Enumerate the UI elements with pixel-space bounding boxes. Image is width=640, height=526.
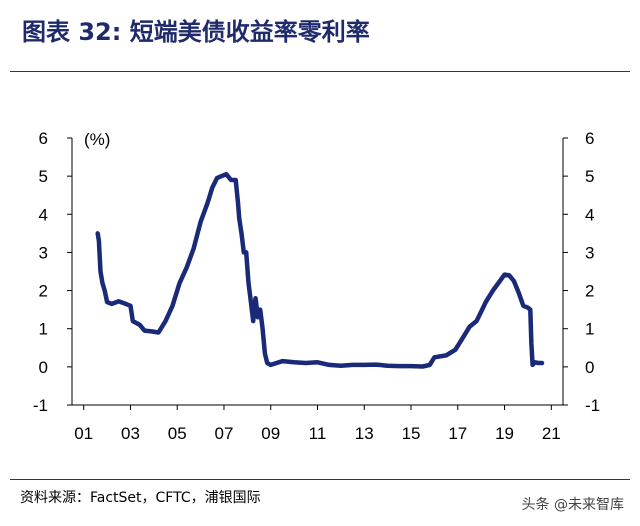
- y-tick-label-right: 3: [585, 243, 594, 262]
- y-tick-label-right: 1: [585, 320, 594, 339]
- y-axis-right-ticks: 6 5 4 3 2 1 0 -1: [563, 129, 600, 415]
- y-tick-label-left: 4: [39, 205, 48, 224]
- y-tick-label-right: 6: [585, 129, 594, 148]
- chart-axes: [71, 138, 564, 406]
- x-axis-ticks: 01 03 05 07 09 11 13 15 17 19 21: [74, 405, 561, 443]
- y-tick-label-left: 6: [39, 129, 48, 148]
- series-group: [95, 171, 545, 369]
- y-axis-left-ticks: 6 5 4 3 2 1 0 -1: [33, 129, 72, 415]
- x-tick-label: 03: [121, 424, 140, 443]
- y-tick-label-left: 0: [39, 358, 48, 377]
- x-tick-label: 15: [402, 424, 421, 443]
- x-tick-label: 07: [215, 424, 234, 443]
- y-tick-label-right: 4: [585, 205, 594, 224]
- series-line: [95, 171, 545, 369]
- x-tick-label: 17: [448, 424, 467, 443]
- watermark: 头条 @未来智库: [521, 497, 624, 513]
- x-tick-label: 21: [542, 424, 561, 443]
- footer-divider: [10, 479, 630, 480]
- y-tick-label-left: 1: [39, 320, 48, 339]
- y-unit-label: (%): [84, 130, 110, 149]
- y-tick-label-right: 5: [585, 167, 594, 186]
- x-tick-label: 11: [309, 424, 327, 443]
- y-tick-label-right: 0: [585, 358, 594, 377]
- x-tick-label: 01: [74, 424, 93, 443]
- y-tick-label-right: 2: [585, 282, 594, 301]
- y-tick-label-left: 2: [39, 282, 48, 301]
- chart-title: 图表 32: 短端美债收益率零利率: [22, 18, 370, 46]
- y-tick-label-left: 3: [39, 243, 48, 262]
- x-tick-label: 13: [355, 424, 374, 443]
- y-tick-label-left: 5: [39, 167, 48, 186]
- x-tick-label: 19: [495, 424, 514, 443]
- y-tick-label-right: -1: [585, 396, 600, 415]
- y-tick-label-left: -1: [33, 396, 48, 415]
- title-divider: [10, 71, 630, 72]
- source-note: 资料来源：FactSet，CFTC，浦银国际: [20, 490, 261, 506]
- x-tick-label: 09: [261, 424, 280, 443]
- x-tick-label: 05: [168, 424, 187, 443]
